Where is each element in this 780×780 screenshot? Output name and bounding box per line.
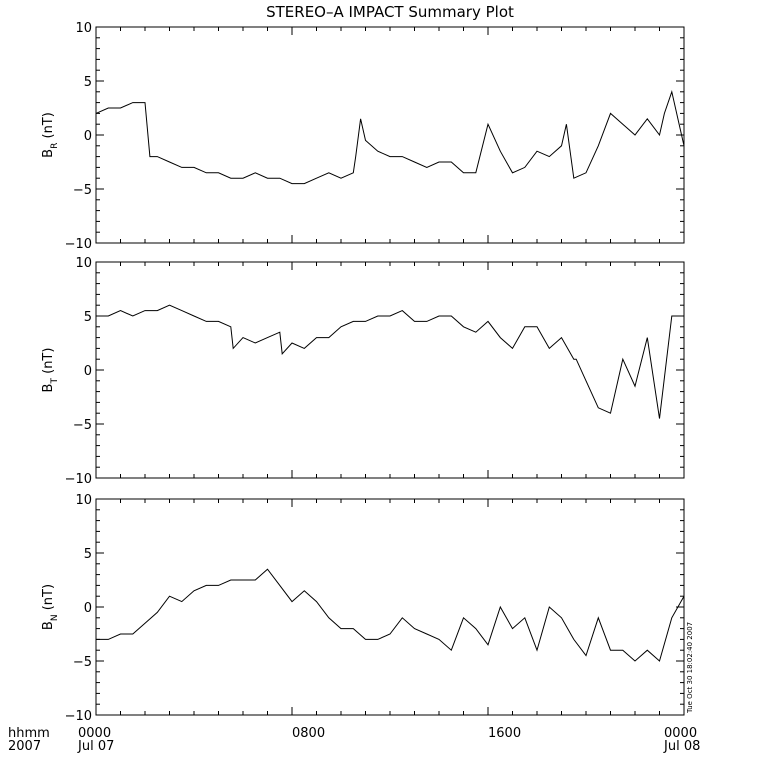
panel-bn-ytick-10: 10 — [75, 493, 92, 508]
panel-bn-ytick-neg10: −10 — [65, 709, 92, 724]
panel-br-ytick-neg10: −10 — [65, 237, 92, 252]
panel-br: 10 5 0 −5 −10 BR (nT) — [41, 21, 685, 252]
panel-bt-ticks — [95, 261, 685, 479]
panel-bn-ytick-0: 0 — [84, 601, 92, 616]
panel-bn-ytick-neg5: −5 — [73, 655, 92, 670]
panel-br-ticks — [95, 26, 685, 244]
panel-bn-ticks — [95, 498, 685, 716]
timestamp: Tue Oct 30 18:02:40 2007 — [686, 622, 694, 714]
panel-bt-ytick-5: 5 — [84, 310, 92, 325]
panel-bn-series-line — [96, 568, 685, 662]
xtick-0-hhmm: 0000 — [78, 726, 111, 741]
xtick-3-date: Jul 08 — [663, 739, 700, 754]
panel-bn-ylabel: BN (nT) — [41, 584, 60, 630]
panel-bt-ylabel: BT (nT) — [41, 348, 60, 393]
xtick-0-date: Jul 07 — [77, 739, 114, 754]
panel-bn-ytick-5: 5 — [84, 547, 92, 562]
xtick-3-hhmm: 0000 — [664, 726, 697, 741]
plot-title: STEREO–A IMPACT Summary Plot — [266, 3, 514, 21]
panel-bt-ytick-0: 0 — [84, 364, 92, 379]
panel-bt-frame — [95, 261, 685, 479]
time-axis-labels: hhmm 2007 0000 Jul 07 0800 1600 0000 Jul… — [8, 726, 700, 754]
panel-bt-ytick-neg5: −5 — [73, 418, 92, 433]
panel-br-ytick-5: 5 — [84, 75, 92, 90]
panel-bn-frame — [95, 498, 685, 716]
panel-bt: 10 5 0 −5 −10 BT (nT) — [41, 256, 685, 487]
panel-bn: 10 5 0 −5 −10 BN (nT) — [41, 493, 685, 724]
panel-bt-series-line — [96, 304, 684, 419]
panel-bt-ytick-neg10: −10 — [65, 472, 92, 487]
time-axis-unit-year: 2007 — [8, 739, 41, 754]
panel-br-ytick-0: 0 — [84, 129, 92, 144]
panel-br-ytick-10: 10 — [75, 21, 92, 36]
time-axis-unit-hhmm: hhmm — [8, 726, 50, 741]
xtick-1-hhmm: 0800 — [292, 726, 325, 741]
panel-br-ytick-neg5: −5 — [73, 183, 92, 198]
panel-br-frame — [95, 26, 685, 244]
panel-br-series-line — [95, 89, 685, 185]
panel-br-ylabel: BR (nT) — [41, 112, 60, 158]
panel-bt-ytick-10: 10 — [75, 256, 92, 271]
xtick-2-hhmm: 1600 — [488, 726, 521, 741]
